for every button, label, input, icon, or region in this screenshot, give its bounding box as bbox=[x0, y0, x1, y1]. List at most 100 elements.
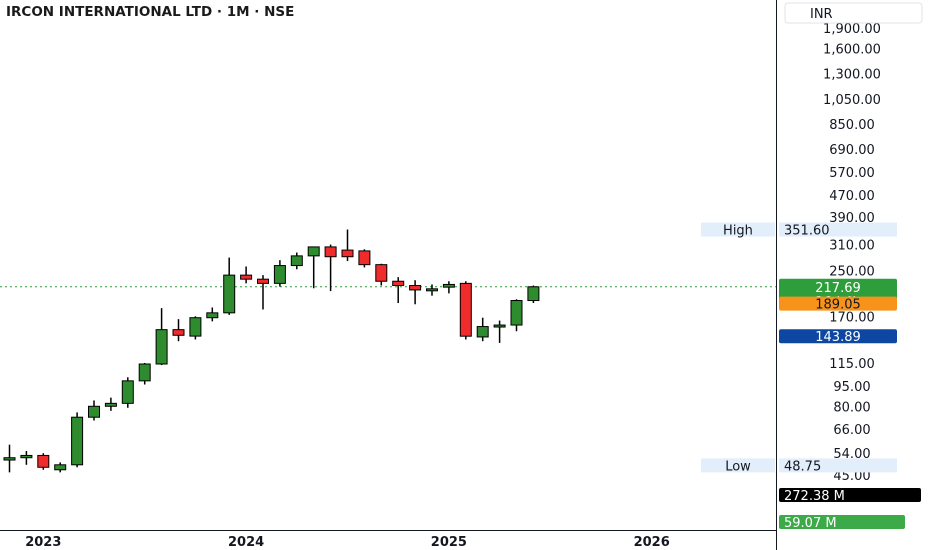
price-tick-label: 170.00 bbox=[829, 310, 875, 325]
high-low-markers: High 351.60 Low 48.75 bbox=[701, 222, 897, 474]
candle-body bbox=[426, 288, 438, 292]
low-marker-value-tag bbox=[779, 458, 897, 473]
price-tick-label: 570.00 bbox=[829, 166, 875, 181]
candle-body bbox=[493, 324, 506, 328]
time-axis[interactable]: 2023 2024 2025 2026 bbox=[25, 535, 670, 550]
price-tick-label: 1,600.00 bbox=[823, 43, 881, 58]
current-price-value: 217.69 bbox=[815, 281, 861, 296]
candle bbox=[240, 266, 253, 284]
low-marker: Low 48.75 bbox=[701, 458, 897, 474]
currency-label: INR bbox=[810, 7, 833, 22]
candle bbox=[341, 229, 354, 262]
candle bbox=[307, 246, 320, 289]
candle bbox=[257, 275, 269, 310]
candle bbox=[71, 412, 84, 468]
candles-group bbox=[3, 229, 540, 473]
candle-body bbox=[54, 464, 67, 471]
candle bbox=[493, 320, 506, 343]
candle-body bbox=[206, 312, 219, 319]
volume-tag bbox=[779, 515, 905, 529]
high-marker-label: High bbox=[723, 224, 753, 239]
candle bbox=[88, 400, 100, 421]
high-marker-tag bbox=[701, 222, 775, 237]
price-tick-label: 390.00 bbox=[829, 211, 875, 226]
candle bbox=[20, 451, 33, 465]
candle bbox=[155, 308, 168, 366]
high-marker: High 351.60 bbox=[701, 222, 897, 239]
price-tick-label: 690.00 bbox=[829, 143, 875, 158]
candle-body bbox=[223, 274, 236, 314]
candle bbox=[273, 260, 286, 287]
price-tick-label: 115.00 bbox=[829, 357, 875, 372]
price-tick-label: 45.00 bbox=[833, 469, 870, 484]
high-marker-value: 351.60 bbox=[784, 224, 830, 239]
price-tick-label: 250.00 bbox=[829, 264, 875, 279]
volume-tag bbox=[779, 488, 921, 502]
time-tick-label: 2025 bbox=[431, 535, 467, 550]
low-marker-value: 48.75 bbox=[784, 459, 821, 474]
candle bbox=[3, 444, 16, 473]
candle-body bbox=[476, 326, 489, 338]
candle-body bbox=[121, 380, 134, 404]
volume-labels: 272.38 M 59.07 M bbox=[779, 488, 921, 531]
avg-price-value: 189.05 bbox=[815, 298, 861, 313]
candle bbox=[172, 319, 185, 342]
price-tick-label: 95.00 bbox=[833, 380, 870, 395]
low-marker-label: Low bbox=[725, 459, 751, 474]
price-tick-label: 66.00 bbox=[833, 423, 870, 438]
candle-body bbox=[341, 249, 354, 258]
candle bbox=[290, 252, 303, 270]
candle-body bbox=[324, 246, 337, 258]
price-tick-label: 1,900.00 bbox=[823, 22, 881, 37]
candle bbox=[358, 249, 371, 268]
candle-body bbox=[510, 300, 523, 326]
price-axis[interactable]: 1,900.00 1,600.00 1,300.00 1,050.00 850.00 69… bbox=[823, 22, 881, 504]
candle-body bbox=[172, 329, 185, 336]
candle-body bbox=[240, 274, 253, 280]
candle bbox=[426, 284, 438, 296]
price-tick-label: 850.00 bbox=[829, 118, 875, 133]
level-price-label: 143.89 bbox=[779, 329, 897, 345]
candle-body bbox=[459, 282, 472, 337]
time-tick-label: 2026 bbox=[634, 535, 670, 550]
candle bbox=[409, 280, 422, 305]
low-marker-tag bbox=[701, 458, 775, 473]
candle bbox=[375, 263, 388, 286]
candle-body bbox=[358, 250, 371, 266]
candle-body bbox=[37, 454, 50, 468]
candle-body bbox=[20, 454, 33, 459]
candle bbox=[476, 317, 489, 342]
currency-button[interactable]: INR bbox=[784, 2, 923, 24]
candle bbox=[324, 244, 337, 292]
price-tick-label: 310.00 bbox=[829, 239, 875, 254]
plot-area[interactable] bbox=[0, 229, 776, 473]
candle bbox=[37, 453, 50, 470]
candle bbox=[138, 362, 151, 385]
candle bbox=[459, 281, 472, 340]
candle bbox=[223, 257, 236, 315]
candle-body bbox=[527, 286, 540, 302]
price-tick-label: 80.00 bbox=[833, 400, 870, 415]
candle-body bbox=[273, 265, 286, 284]
avg-price-tag bbox=[779, 296, 897, 311]
candle bbox=[206, 307, 219, 322]
candle-body bbox=[3, 457, 16, 461]
candle-body bbox=[392, 280, 405, 287]
candle-body bbox=[307, 246, 320, 257]
high-marker-value-tag bbox=[779, 222, 897, 237]
level-price-tag bbox=[779, 329, 897, 344]
price-tick-label: 470.00 bbox=[829, 189, 875, 204]
level-price-value: 143.89 bbox=[815, 330, 861, 345]
candle bbox=[392, 277, 405, 304]
candle bbox=[54, 462, 67, 473]
candle bbox=[121, 377, 134, 408]
candle bbox=[527, 285, 540, 304]
candle bbox=[104, 397, 117, 411]
volume-value: 59.07 M bbox=[784, 516, 837, 531]
candle-body bbox=[409, 285, 422, 291]
chart-title: IRCON INTERNATIONAL LTD · 1M · NSE bbox=[6, 4, 294, 20]
candle-body bbox=[189, 317, 202, 337]
candle-body bbox=[290, 255, 303, 267]
price-tick-label: 1,050.00 bbox=[823, 93, 881, 108]
